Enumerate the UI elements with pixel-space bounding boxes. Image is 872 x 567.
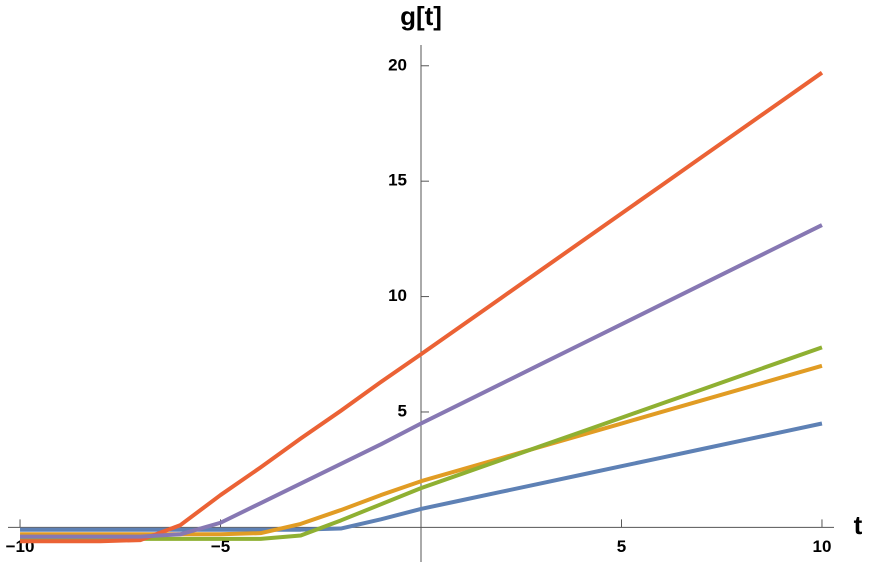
x-tick-label: 5 (617, 537, 626, 556)
y-tick-label: 20 (388, 55, 407, 74)
y-tick-label: 15 (388, 171, 407, 190)
x-axis-title: t (854, 510, 863, 540)
y-tick-label: 10 (388, 286, 407, 305)
y-axis-title: g[t] (400, 1, 442, 31)
series-line (20, 223, 823, 539)
x-tick-label: 10 (813, 537, 832, 556)
x-tick-label: −5 (211, 537, 230, 556)
series-line (20, 345, 823, 541)
y-tick-label: 5 (398, 401, 407, 420)
series-line (20, 421, 823, 532)
